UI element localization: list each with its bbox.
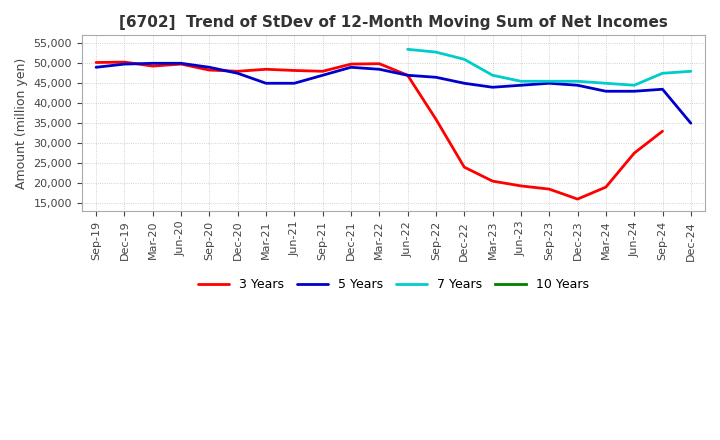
5 Years — [318, 73, 327, 78]
5 Years — [403, 73, 412, 78]
5 Years — [630, 88, 639, 94]
5 Years — [601, 88, 610, 94]
3 Years — [630, 150, 639, 156]
7 Years — [658, 71, 667, 76]
5 Years — [120, 62, 129, 67]
5 Years — [573, 83, 582, 88]
3 Years — [290, 68, 299, 73]
7 Years — [488, 73, 497, 78]
Y-axis label: Amount (million yen): Amount (million yen) — [15, 58, 28, 189]
5 Years — [148, 61, 157, 66]
7 Years — [601, 81, 610, 86]
5 Years — [233, 71, 242, 76]
3 Years — [403, 73, 412, 78]
7 Years — [460, 57, 469, 62]
7 Years — [573, 79, 582, 84]
Line: 5 Years: 5 Years — [96, 63, 690, 123]
5 Years — [261, 81, 270, 86]
5 Years — [545, 81, 554, 86]
3 Years — [658, 128, 667, 134]
5 Years — [205, 65, 214, 70]
5 Years — [658, 87, 667, 92]
3 Years — [205, 67, 214, 73]
3 Years — [375, 61, 384, 66]
5 Years — [460, 81, 469, 86]
3 Years — [261, 66, 270, 72]
3 Years — [233, 69, 242, 74]
5 Years — [686, 121, 695, 126]
5 Years — [516, 83, 525, 88]
7 Years — [545, 79, 554, 84]
3 Years — [120, 59, 129, 65]
3 Years — [91, 60, 100, 65]
3 Years — [573, 196, 582, 202]
7 Years — [516, 79, 525, 84]
7 Years — [403, 47, 412, 52]
3 Years — [176, 62, 185, 67]
3 Years — [318, 69, 327, 74]
3 Years — [460, 165, 469, 170]
3 Years — [516, 183, 525, 189]
5 Years — [290, 81, 299, 86]
Title: [6702]  Trend of StDev of 12-Month Moving Sum of Net Incomes: [6702] Trend of StDev of 12-Month Moving… — [119, 15, 668, 30]
7 Years — [431, 49, 440, 55]
5 Years — [375, 66, 384, 72]
Line: 7 Years: 7 Years — [408, 49, 690, 85]
3 Years — [346, 62, 355, 67]
5 Years — [488, 84, 497, 90]
Legend: 3 Years, 5 Years, 7 Years, 10 Years: 3 Years, 5 Years, 7 Years, 10 Years — [193, 273, 594, 296]
5 Years — [91, 65, 100, 70]
7 Years — [630, 83, 639, 88]
7 Years — [686, 69, 695, 74]
5 Years — [176, 61, 185, 66]
3 Years — [488, 179, 497, 184]
3 Years — [431, 117, 440, 122]
3 Years — [601, 184, 610, 190]
5 Years — [346, 65, 355, 70]
3 Years — [545, 187, 554, 192]
5 Years — [431, 75, 440, 80]
3 Years — [148, 63, 157, 69]
Line: 3 Years: 3 Years — [96, 62, 662, 199]
